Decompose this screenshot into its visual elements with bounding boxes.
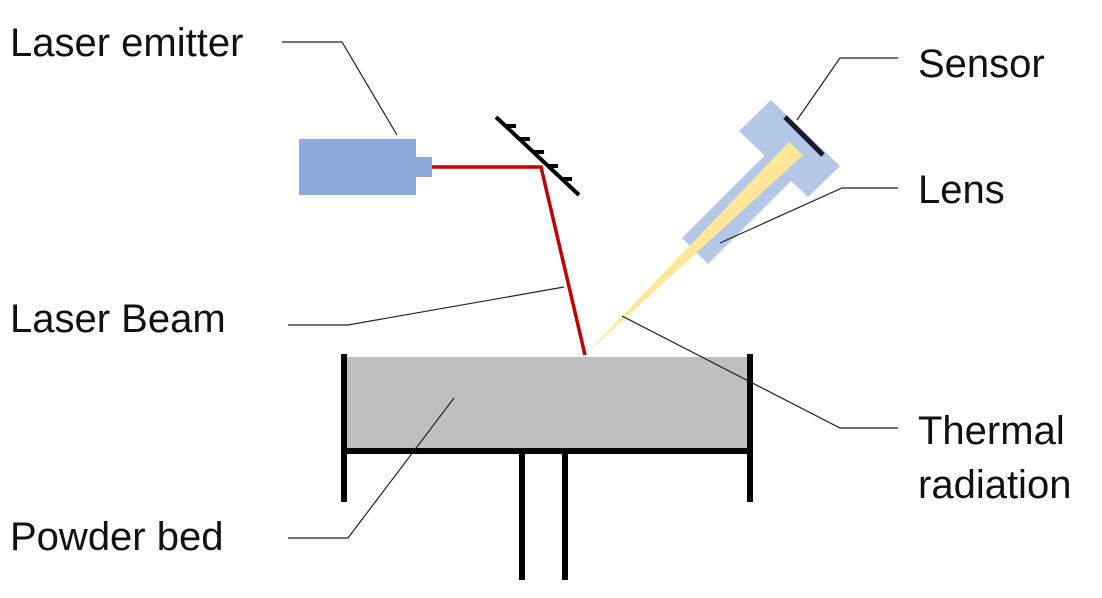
label-laser-beam: Laser Beam xyxy=(10,297,226,341)
label-thermal-radiation: Thermal radiation xyxy=(918,404,1071,512)
leader-lines xyxy=(282,41,898,539)
leader-sensor xyxy=(796,57,898,121)
sensor-plate xyxy=(783,115,825,157)
leader-thermal-radiation xyxy=(621,315,898,429)
build-chamber xyxy=(341,354,753,502)
laser-emitter-body xyxy=(299,139,416,195)
label-sensor: Sensor xyxy=(918,42,1045,86)
laser-beam-path xyxy=(432,165,587,356)
label-lens: Lens xyxy=(918,168,1005,212)
label-laser-emitter: Laser emitter xyxy=(10,21,244,65)
powder-bed-fill xyxy=(344,357,750,450)
thermal-radiation-cone xyxy=(585,142,803,355)
mirror xyxy=(494,115,581,197)
label-thermal-line2: radiation xyxy=(918,463,1072,507)
leader-lens xyxy=(719,187,898,244)
leader-laser-beam xyxy=(288,286,565,326)
label-thermal-line1: Thermal xyxy=(918,409,1065,453)
build-piston xyxy=(519,451,568,580)
laser-emitter-nozzle xyxy=(416,157,432,177)
leader-powder-bed xyxy=(288,397,455,539)
leader-laser-emitter xyxy=(282,41,398,136)
label-powder-bed: Powder bed xyxy=(10,515,224,559)
